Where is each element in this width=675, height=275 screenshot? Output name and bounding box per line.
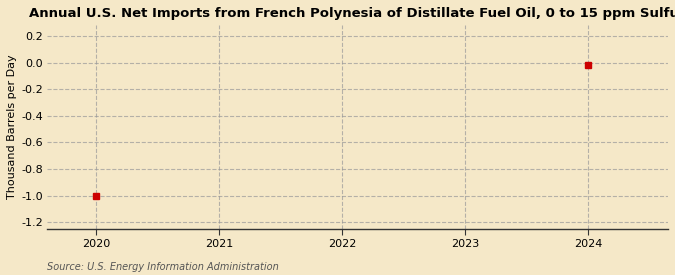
Title: Annual U.S. Net Imports from French Polynesia of Distillate Fuel Oil, 0 to 15 pp: Annual U.S. Net Imports from French Poly…	[29, 7, 675, 20]
Text: Source: U.S. Energy Information Administration: Source: U.S. Energy Information Administ…	[47, 262, 279, 272]
Y-axis label: Thousand Barrels per Day: Thousand Barrels per Day	[7, 55, 17, 199]
